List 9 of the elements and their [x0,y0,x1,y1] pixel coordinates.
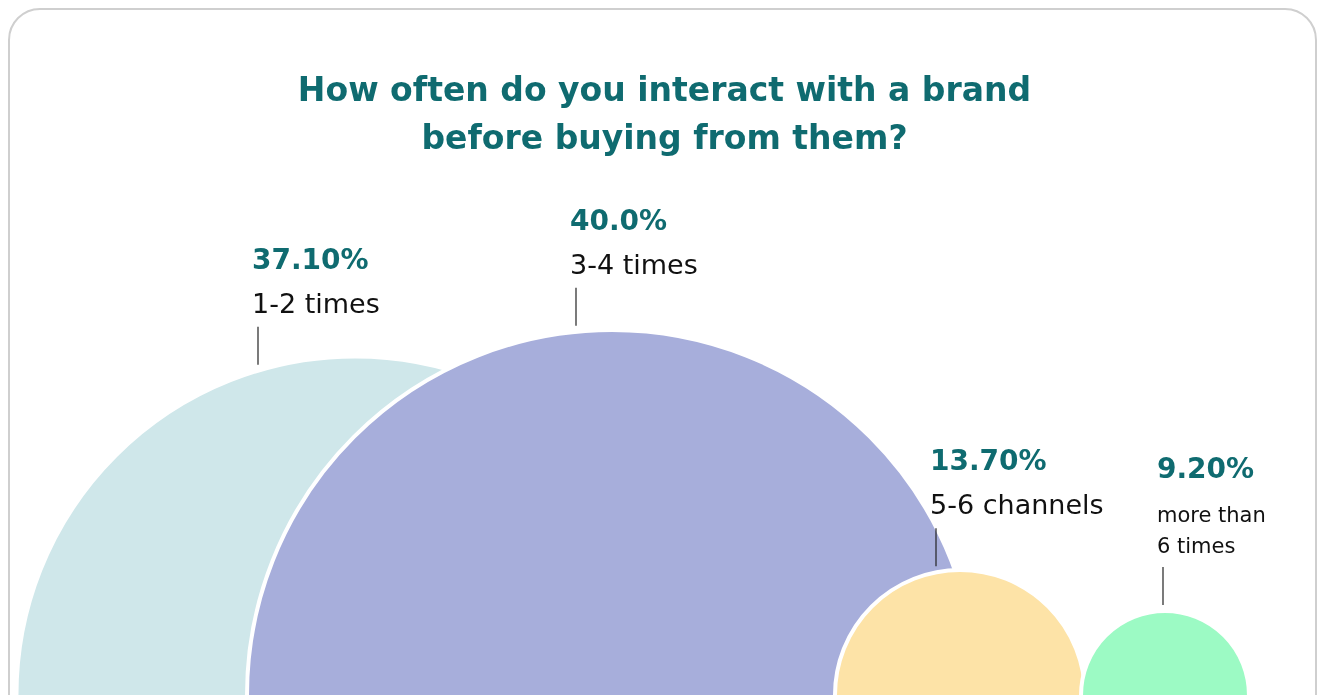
category-label: more than 6 times [1157,503,1266,559]
data-label: 37.10% [252,242,369,276]
category-label: 1-2 times [252,287,380,319]
category-label: 3-4 times [570,248,698,280]
text: How often do you interact with a brand before buying from them? [296,69,1033,159]
data-label: 9.20% [1157,452,1255,486]
data-label: 13.70% [930,444,1047,478]
data-label: 40.0% [570,203,668,237]
category-label: 5-6 channels [930,489,1104,521]
